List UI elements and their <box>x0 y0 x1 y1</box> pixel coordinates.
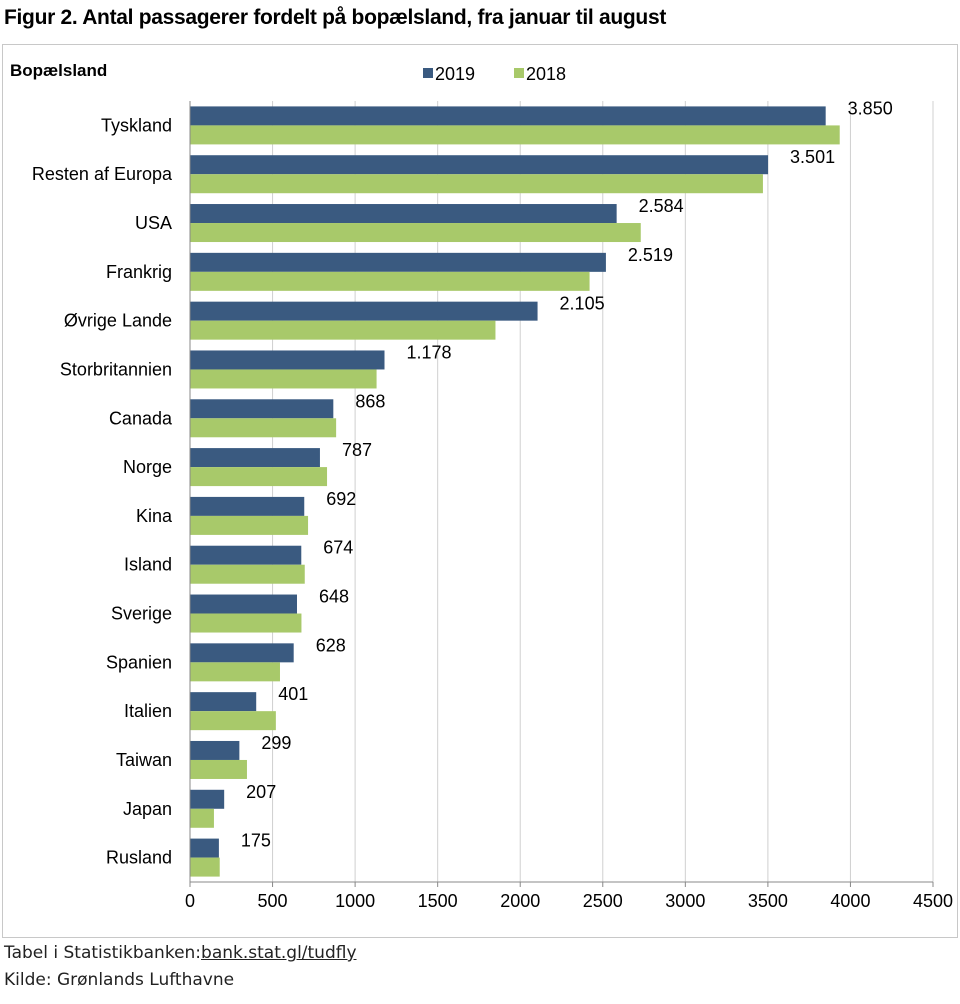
category-label: Italien <box>124 701 172 721</box>
bar-2018-kina <box>190 515 309 535</box>
category-label: Frankrig <box>106 262 172 282</box>
category-label: Kina <box>136 506 173 526</box>
data-label-2019: 3.501 <box>790 147 835 167</box>
category-label: USA <box>135 213 172 233</box>
bar-2018-canada <box>190 418 337 438</box>
bar-2019-kina <box>190 496 305 516</box>
bar-2018-øvrige-lande <box>190 320 496 340</box>
data-label-2019: 692 <box>326 489 356 509</box>
statbank-link[interactable]: bank.stat.gl/tudfly <box>201 943 357 963</box>
bar-2019-norge <box>190 448 320 468</box>
bar-2019-spanien <box>190 643 294 663</box>
data-label-2019: 2.584 <box>639 196 684 216</box>
category-label: Canada <box>109 408 173 428</box>
bar-2019-øvrige-lande <box>190 301 538 321</box>
x-tick-label: 4000 <box>830 891 870 911</box>
y-axis-title: Bopælsland <box>10 61 107 80</box>
bar-2019-canada <box>190 399 334 419</box>
bar-2019-sverige <box>190 594 297 614</box>
data-label-2019: 868 <box>355 391 385 411</box>
legend-label-2018: 2018 <box>526 64 566 84</box>
data-label-2019: 3.850 <box>848 98 893 118</box>
category-label: Sverige <box>111 604 172 624</box>
data-label-2019: 299 <box>261 733 291 753</box>
x-tick-label: 4500 <box>913 891 953 911</box>
bar-2018-usa <box>190 223 641 243</box>
bar-2018-sverige <box>190 613 302 633</box>
bar-2019-storbritannien <box>190 350 385 370</box>
category-label: Taiwan <box>116 750 172 770</box>
bar-2019-italien <box>190 692 257 712</box>
bar-chart: Bopælsland 2019 2018 Tyskland 3.850 Resten af… <box>10 61 953 911</box>
x-tick-label: 1500 <box>418 891 458 911</box>
category-label: Storbritannien <box>60 359 172 379</box>
category-label: Øvrige Lande <box>64 311 172 331</box>
legend-label-2019: 2019 <box>435 64 475 84</box>
x-tick-label: 3000 <box>665 891 705 911</box>
bar-2018-tyskland <box>190 125 840 145</box>
bar-2019-usa <box>190 204 617 224</box>
data-label-2019: 401 <box>278 684 308 704</box>
chart-frame <box>2 44 958 938</box>
bar-2018-taiwan <box>190 759 247 779</box>
data-label-2019: 2.105 <box>560 294 605 314</box>
category-label: Tyskland <box>101 115 172 135</box>
x-tick-label: 1000 <box>335 891 375 911</box>
category-label: Spanien <box>106 652 172 672</box>
source-note: Kilde: Grønlands Lufthavne <box>4 970 235 990</box>
bar-2018-frankrig <box>190 271 590 291</box>
data-label-2019: 674 <box>323 538 353 558</box>
bar-2018-storbritannien <box>190 369 377 389</box>
x-tick-label: 3500 <box>748 891 788 911</box>
data-label-2019: 207 <box>246 782 276 802</box>
category-label: Resten af Europa <box>32 164 173 184</box>
bar-2018-resten-af-europa <box>190 174 763 194</box>
x-tick-label: 2500 <box>583 891 623 911</box>
category-label: Japan <box>123 799 172 819</box>
x-tick-label: 500 <box>258 891 288 911</box>
bar-2018-italien <box>190 711 276 731</box>
data-label-2019: 1.178 <box>407 342 452 362</box>
chart-title: Figur 2. Antal passagerer fordelt på bop… <box>4 6 667 29</box>
data-label-2019: 787 <box>342 440 372 460</box>
table-reference: Tabel i Statistikbanken:bank.stat.gl/tud… <box>4 943 357 963</box>
bar-2018-japan <box>190 808 214 828</box>
bar-2018-norge <box>190 467 328 487</box>
bar-2019-rusland <box>190 838 219 858</box>
x-tick-label: 0 <box>185 891 195 911</box>
bar-2018-rusland <box>190 857 220 877</box>
bar-2019-taiwan <box>190 740 240 760</box>
bar-2019-resten-af-europa <box>190 155 769 175</box>
data-label-2019: 2.519 <box>628 245 673 265</box>
legend-swatch-2018 <box>514 68 524 78</box>
data-label-2019: 175 <box>241 831 271 851</box>
bar-2019-frankrig <box>190 252 606 272</box>
data-label-2019: 628 <box>316 635 346 655</box>
data-label-2019: 648 <box>319 587 349 607</box>
x-tick-label: 2000 <box>500 891 540 911</box>
legend-swatch-2019 <box>423 68 433 78</box>
bar-2018-island <box>190 564 305 584</box>
table-reference-prefix: Tabel i Statistikbanken: <box>4 943 202 963</box>
category-label: Rusland <box>106 848 172 868</box>
bar-2019-japan <box>190 789 225 809</box>
bar-2019-island <box>190 545 302 565</box>
bar-2018-spanien <box>190 662 280 682</box>
category-label: Norge <box>123 457 172 477</box>
bar-2019-tyskland <box>190 106 826 126</box>
category-label: Island <box>124 555 172 575</box>
